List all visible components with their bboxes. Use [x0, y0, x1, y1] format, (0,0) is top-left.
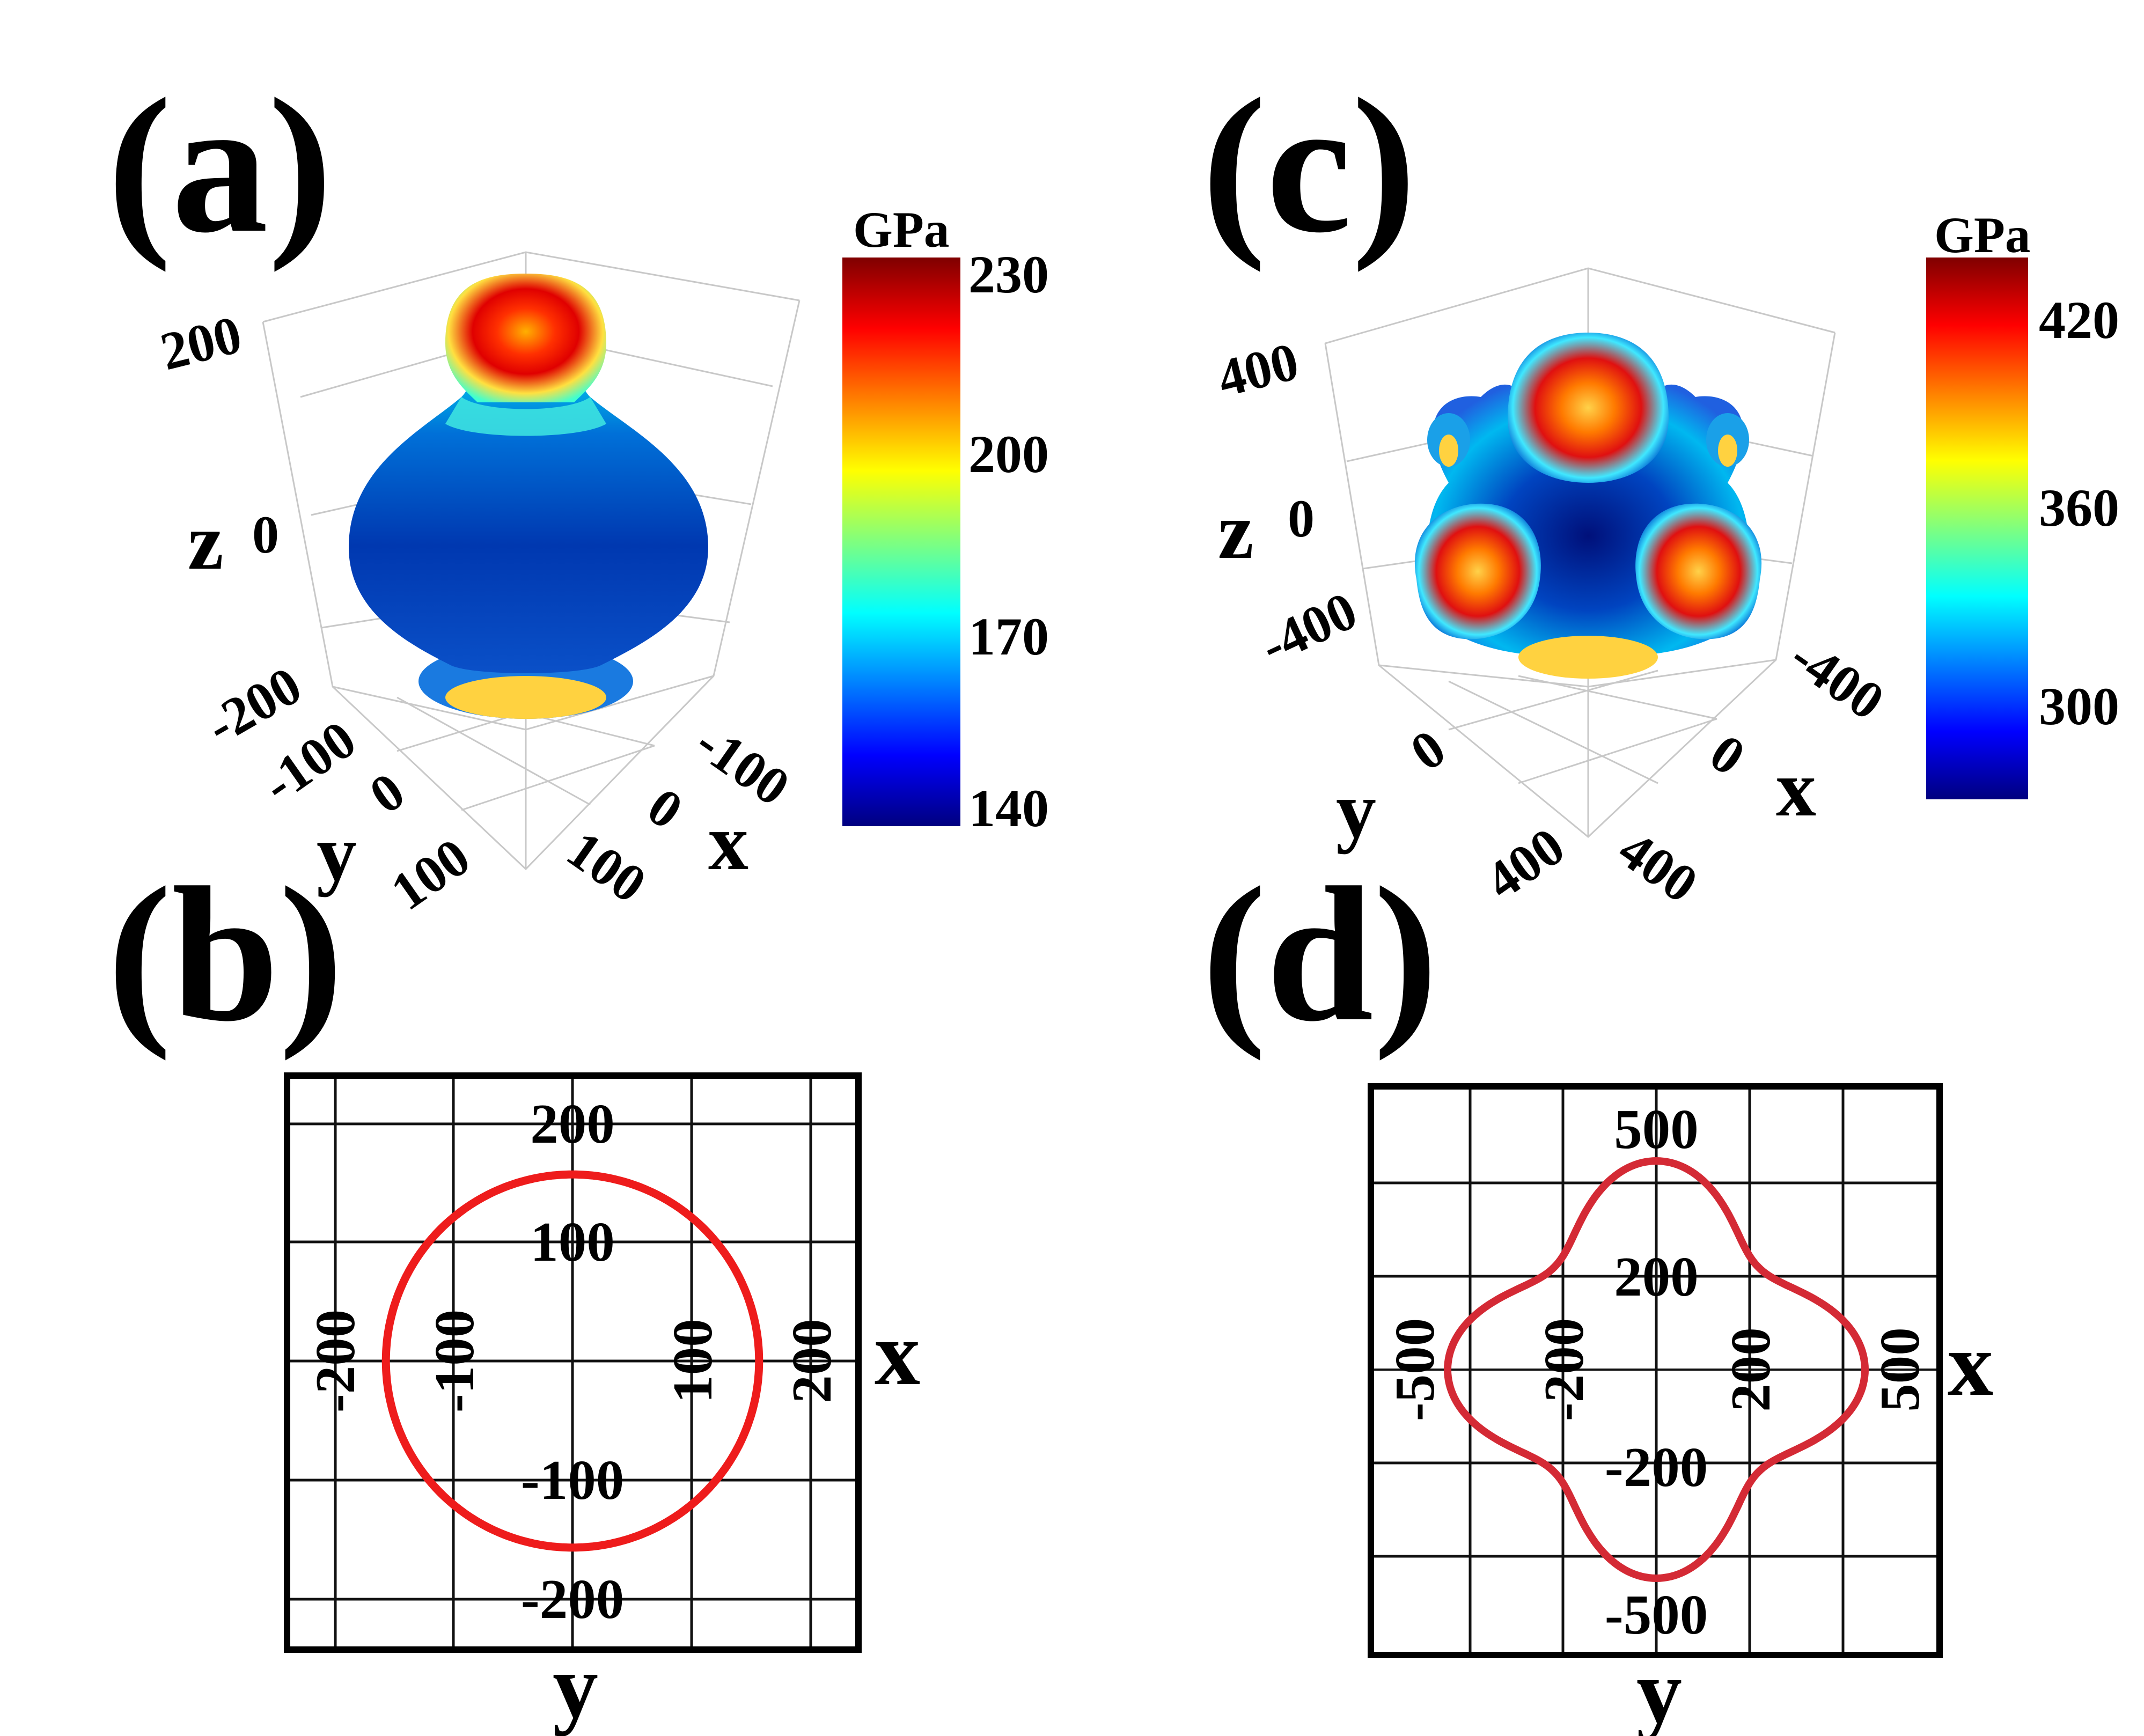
panel-d: (d) 500 200 -200 -500 -500 -200 200 500 [1202, 847, 1993, 1736]
panel-a-colorbar-tick-4: 140 [968, 778, 1049, 838]
panel-c-colorbar-tick-3: 300 [2039, 676, 2119, 736]
panel-b-y-tick-3: -100 [521, 1448, 624, 1511]
panel-d-y-tick-2: 200 [1614, 1245, 1699, 1308]
panel-d-y-tick-4: -500 [1605, 1583, 1708, 1646]
panel-d-x-label: x [1948, 1314, 1993, 1415]
panel-d-grid [1371, 1086, 1940, 1655]
panel-b-frame [284, 1072, 862, 1653]
panel-b: (b) 200 100 -100 -200 -200 -100 100 200 … [107, 847, 920, 1736]
panel-a-z-label: z [188, 497, 224, 586]
panel-c-x-label: x [1776, 744, 1816, 833]
panel-c-colorbar-tick-2: 360 [2039, 478, 2119, 538]
panel-c-surface [1414, 333, 1762, 679]
panel-b-ticks: 200 100 -100 -200 -200 -100 100 200 [304, 1092, 843, 1630]
panel-a-colorbar-tick-2: 200 [968, 424, 1049, 484]
panel-a-colorbar-tick-3: 170 [968, 607, 1049, 666]
panel-d-x-tick-2: -200 [1532, 1318, 1595, 1421]
panel-d-x-tick-4: 500 [1868, 1327, 1931, 1412]
panel-c-colorbar-tick-1: 420 [2039, 290, 2119, 350]
panel-b-y-label: y [553, 1636, 598, 1736]
panel-c-x-tick-2: 0 [1699, 723, 1756, 787]
panel-c-z-label: z [1218, 487, 1254, 576]
panel-a-x-tick-2: 0 [637, 776, 693, 841]
panel-b-x-tick-3: 100 [661, 1319, 724, 1403]
panel-c-y-label: y [1336, 766, 1376, 855]
panel-a-colorbar: GPa 230 200 170 140 [842, 201, 1049, 838]
panel-d-y-tick-1: 500 [1614, 1098, 1699, 1160]
panel-b-label: (b) [107, 847, 343, 1062]
panel-c-y-tick-2: 400 [1475, 816, 1575, 911]
panel-a-colorbar-unit: GPa [853, 201, 949, 258]
panel-a-surface [349, 274, 708, 719]
panel-c-x-tick-1: -400 [1780, 626, 1895, 731]
panel-d-y-tick-3: -200 [1605, 1436, 1708, 1498]
panel-b-y-tick-1: 200 [530, 1092, 615, 1155]
panel-a-y-tick-2: 0 [359, 761, 415, 825]
panel-c: (c) 400 0 -400 z 0 [1202, 58, 2119, 914]
panel-c-label: (c) [1202, 58, 1416, 273]
panel-a-x-tick-3: 100 [556, 819, 657, 914]
panel-d-y-label: y [1636, 1641, 1682, 1736]
panel-c-y-tick-1: 0 [1400, 718, 1456, 782]
panel-b-y-tick-4: -200 [521, 1568, 624, 1630]
panel-b-x-label: x [875, 1303, 920, 1404]
panel-a-label: (a) [107, 58, 333, 273]
panel-d-frame [1368, 1083, 1943, 1658]
panel-b-x-tick-1: -200 [304, 1310, 366, 1413]
panel-b-curve [381, 1170, 763, 1552]
panel-a-x-label: x [708, 798, 748, 887]
panel-c-z-tick-3: -400 [1251, 580, 1365, 676]
panel-d-x-tick-3: 200 [1719, 1327, 1782, 1412]
panel-d-x-tick-1: -500 [1383, 1318, 1446, 1421]
panel-a-z-tick-1: 200 [155, 304, 247, 381]
panel-a-z-tick-2: 0 [252, 505, 279, 564]
panel-d-label: (d) [1202, 847, 1438, 1062]
panel-b-x-tick-4: 200 [780, 1319, 843, 1403]
panel-a: (a) 200 0 -200 z -100 0 10 [107, 58, 1049, 922]
panel-b-x-tick-2: -100 [423, 1310, 486, 1413]
panel-a-y-tick-3: 100 [380, 827, 481, 922]
panel-c-colorbar: GPa 420 360 300 [1926, 207, 2119, 799]
panel-b-grid [287, 1078, 858, 1647]
panel-c-colorbar-unit: GPa [1934, 207, 2030, 263]
panel-a-y-label: y [317, 808, 357, 898]
panel-c-x-tick-3: 400 [1608, 819, 1708, 914]
panel-a-colorbar-tick-1: 230 [968, 245, 1049, 304]
panel-c-z-tick-1: 400 [1211, 331, 1304, 408]
panel-d-ticks: 500 200 -200 -500 -500 -200 200 500 [1383, 1098, 1931, 1646]
panel-d-curve [1443, 1157, 1869, 1583]
panel-c-z-tick-2: 0 [1288, 489, 1315, 548]
panel-b-y-tick-2: 100 [530, 1210, 615, 1273]
